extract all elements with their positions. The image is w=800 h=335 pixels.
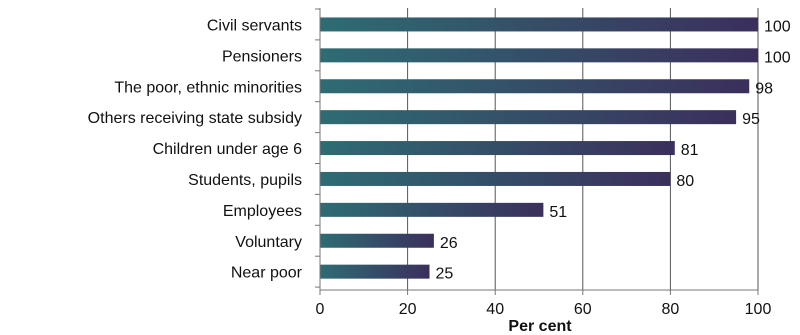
category-label: Near poor bbox=[231, 265, 303, 282]
x-tick-labels: 0 20 40 60 80 100 bbox=[316, 301, 772, 318]
category-label: Children under age 6 bbox=[153, 141, 303, 158]
data-label: 51 bbox=[549, 204, 567, 221]
bar-3 bbox=[320, 79, 750, 94]
data-label: 26 bbox=[440, 235, 458, 252]
bar-4 bbox=[320, 110, 737, 125]
category-label: Pensioners bbox=[222, 48, 302, 65]
data-label: 98 bbox=[755, 80, 773, 97]
data-label: 81 bbox=[681, 142, 699, 159]
data-label: 100 bbox=[764, 49, 791, 66]
data-label: 95 bbox=[742, 111, 760, 128]
x-tick-label: 40 bbox=[486, 301, 504, 318]
x-tick-label: 0 bbox=[316, 301, 325, 318]
category-label: Employees bbox=[223, 203, 302, 220]
data-label: 100 bbox=[764, 18, 791, 35]
x-tick-label: 20 bbox=[399, 301, 417, 318]
x-tick-label: 100 bbox=[745, 301, 772, 318]
x-tick-label: 60 bbox=[574, 301, 592, 318]
bar-9 bbox=[320, 264, 430, 279]
x-axis-title: Per cent bbox=[508, 318, 572, 335]
bar-2 bbox=[320, 48, 758, 63]
bar-6 bbox=[320, 171, 671, 186]
x-tick-label: 80 bbox=[662, 301, 680, 318]
data-labels: 100 100 98 95 81 80 51 26 25 bbox=[436, 18, 791, 282]
bars bbox=[320, 17, 758, 279]
axes bbox=[315, 8, 759, 295]
bar-7 bbox=[320, 202, 544, 217]
bar-8 bbox=[320, 233, 434, 248]
category-label: Voluntary bbox=[235, 234, 302, 251]
data-label: 80 bbox=[676, 173, 694, 190]
category-label: Others receiving state subsidy bbox=[88, 110, 302, 127]
category-labels: Civil servants Pensioners The poor, ethnic… bbox=[88, 17, 303, 281]
bar-1 bbox=[320, 17, 758, 32]
category-label: The poor, ethnic minorities bbox=[114, 79, 302, 96]
category-label: Civil servants bbox=[207, 17, 302, 34]
data-label: 25 bbox=[436, 266, 454, 283]
bar-5 bbox=[320, 141, 675, 156]
category-label: Students, pupils bbox=[188, 172, 302, 189]
